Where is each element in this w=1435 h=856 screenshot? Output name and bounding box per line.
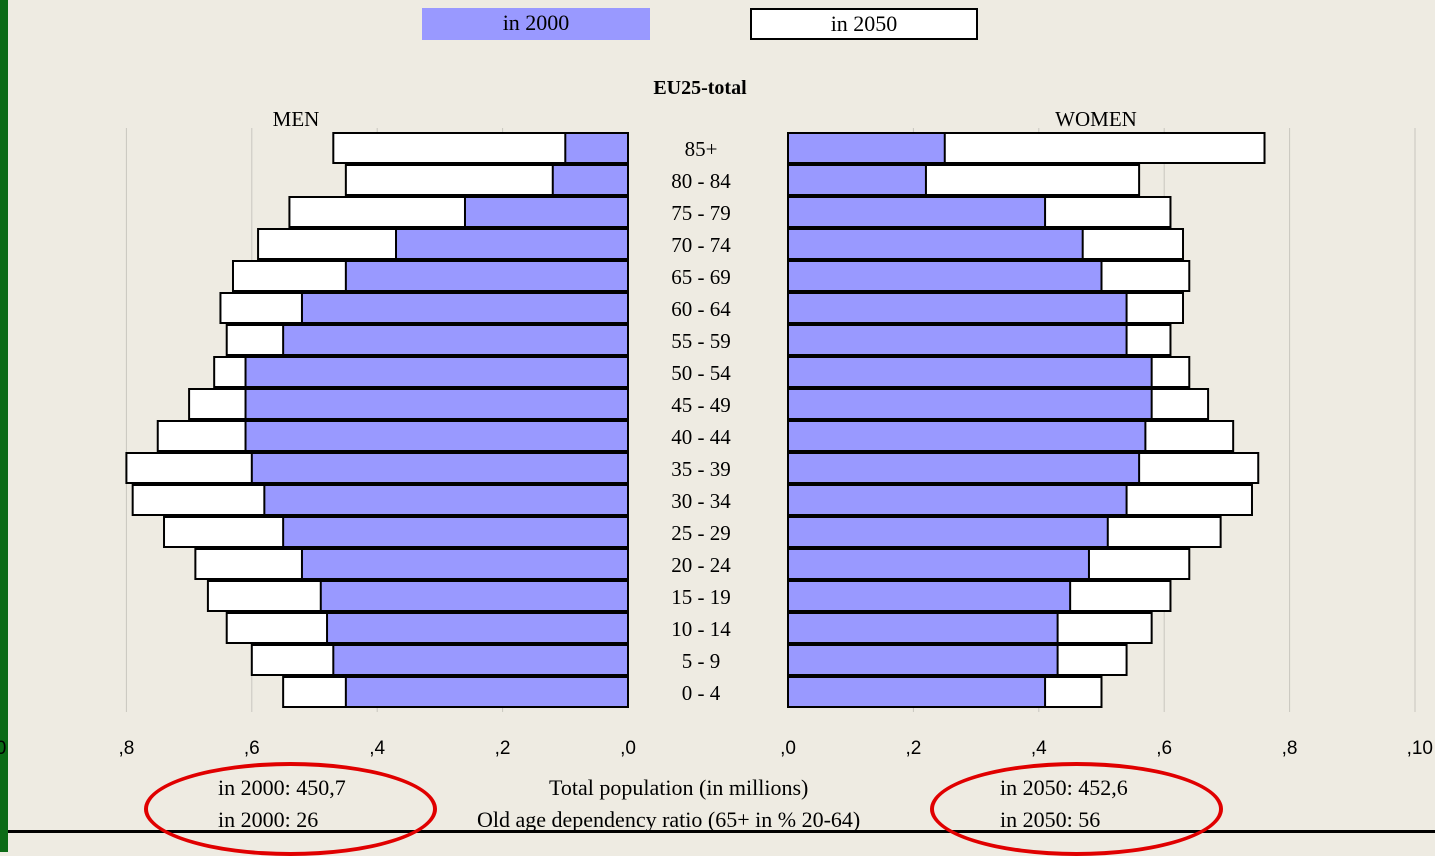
- age-group-label: 60 - 64: [671, 297, 731, 321]
- bar-men-2000: [346, 261, 628, 291]
- tick-label-men: ,2: [495, 738, 511, 759]
- chart-title: EU25-total: [653, 77, 747, 99]
- age-group-label: 65 - 69: [671, 265, 731, 289]
- tick-label-men: ,0: [620, 738, 636, 759]
- age-group-label: 15 - 19: [671, 585, 731, 609]
- tick-label-women: ,8: [1282, 738, 1298, 759]
- bar-women-2000: [788, 613, 1058, 643]
- bar-women-2000: [788, 293, 1127, 323]
- age-group-label: 75 - 79: [671, 201, 731, 225]
- bar-women-2000: [788, 389, 1152, 419]
- tick-label-women: ,6: [1156, 738, 1172, 759]
- bar-men-2000: [553, 165, 628, 195]
- tick-label-women: ,0: [780, 738, 796, 759]
- bar-men-2000: [283, 517, 628, 547]
- women-label: WOMEN: [1055, 107, 1137, 131]
- tick-label-men: 0: [0, 738, 6, 759]
- age-group-label: 5 - 9: [682, 649, 721, 673]
- bar-men-2000: [465, 197, 628, 227]
- bar-women-2000: [788, 357, 1152, 387]
- bar-women-2000: [788, 581, 1070, 611]
- age-group-label: 85+: [685, 137, 718, 161]
- tick-label-men: ,4: [369, 738, 385, 759]
- bar-men-2000: [333, 645, 628, 675]
- bar-women-2000: [788, 453, 1139, 483]
- age-group-label: 35 - 39: [671, 457, 731, 481]
- tick-label-men: ,6: [244, 738, 260, 759]
- bar-men-2000: [321, 581, 628, 611]
- bar-men-2000: [246, 389, 628, 419]
- tick-label-women: ,10: [1407, 738, 1433, 759]
- age-group-label: 50 - 54: [671, 361, 731, 385]
- age-group-label: 40 - 44: [671, 425, 731, 449]
- bar-men-2000: [346, 677, 628, 707]
- age-group-label: 55 - 59: [671, 329, 731, 353]
- bar-men-2000: [302, 549, 628, 579]
- age-group-label: 45 - 49: [671, 393, 731, 417]
- age-group-label: 25 - 29: [671, 521, 731, 545]
- bar-men-2000: [246, 357, 628, 387]
- bar-men-2000: [264, 485, 628, 515]
- bar-women-2000: [788, 229, 1083, 259]
- bar-women-2000: [788, 517, 1108, 547]
- bar-men-2000: [283, 325, 628, 355]
- bar-women-2000: [788, 645, 1058, 675]
- bar-men-2000: [565, 133, 628, 163]
- bar-women-2000: [788, 261, 1102, 291]
- total-population-label: Total population (in millions): [549, 775, 808, 801]
- tick-label-women: ,2: [905, 738, 921, 759]
- bar-women-2000: [788, 133, 945, 163]
- bar-women-2000: [788, 165, 926, 195]
- age-group-label: 70 - 74: [671, 233, 731, 257]
- age-group-label: 80 - 84: [671, 169, 731, 193]
- age-group-label: 20 - 24: [671, 553, 731, 577]
- highlight-ellipse-2050: [930, 762, 1223, 856]
- bar-women-2000: [788, 549, 1089, 579]
- highlight-ellipse-2000: [144, 762, 437, 856]
- bar-women-2000: [788, 485, 1127, 515]
- bar-women-2000: [788, 421, 1145, 451]
- age-group-label: 0 - 4: [682, 681, 721, 705]
- bar-men-2000: [396, 229, 628, 259]
- age-group-label: 30 - 34: [671, 489, 731, 513]
- bar-men-2000: [302, 293, 628, 323]
- bar-men-2000: [252, 453, 628, 483]
- bar-men-2000: [246, 421, 628, 451]
- men-label: MEN: [273, 107, 320, 131]
- bar-women-2000: [788, 325, 1127, 355]
- age-group-label: 10 - 14: [671, 617, 731, 641]
- tick-label-women: ,4: [1031, 738, 1047, 759]
- bar-women-2000: [788, 677, 1045, 707]
- bar-women-2000: [788, 197, 1045, 227]
- tick-label-men: ,8: [118, 738, 134, 759]
- bar-men-2000: [327, 613, 628, 643]
